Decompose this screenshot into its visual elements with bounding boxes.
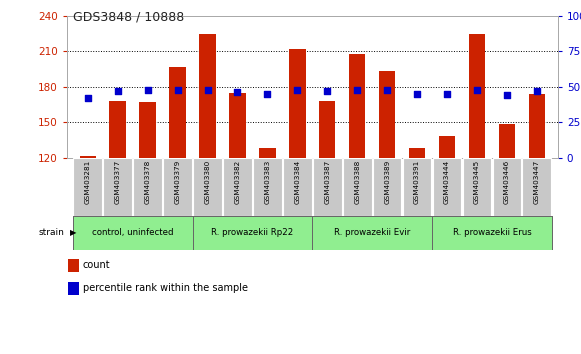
Bar [109, 101, 126, 158]
Bar [193, 158, 222, 216]
Point [413, 91, 422, 97]
Text: control, uninfected: control, uninfected [92, 228, 173, 237]
Text: GSM403384: GSM403384 [295, 159, 300, 204]
Point [353, 87, 362, 92]
Point [83, 95, 92, 101]
Text: GSM403445: GSM403445 [474, 159, 480, 204]
Text: GSM403281: GSM403281 [85, 159, 91, 204]
Bar [529, 94, 545, 158]
Bar [253, 158, 282, 216]
Bar [283, 158, 311, 216]
Point [532, 88, 541, 94]
Bar [80, 156, 96, 158]
Bar [462, 158, 492, 216]
Text: GSM403391: GSM403391 [414, 159, 420, 204]
Bar [343, 158, 372, 216]
Bar [73, 216, 192, 250]
Point [173, 87, 182, 92]
Point [502, 92, 511, 98]
Bar [439, 136, 456, 158]
Bar [349, 54, 365, 158]
Point [442, 91, 451, 97]
Bar [493, 158, 521, 216]
Bar [259, 148, 275, 158]
Point [203, 87, 212, 92]
Text: GSM403444: GSM403444 [444, 159, 450, 204]
Bar [379, 72, 395, 158]
Bar [229, 93, 246, 158]
Bar [133, 158, 162, 216]
Point [472, 87, 482, 92]
Bar [139, 102, 156, 158]
Text: GSM403389: GSM403389 [384, 159, 390, 204]
Text: GSM403382: GSM403382 [235, 159, 241, 204]
Text: percentile rank within the sample: percentile rank within the sample [83, 283, 248, 293]
Bar [313, 216, 432, 250]
Text: GSM403379: GSM403379 [174, 159, 181, 204]
Bar [469, 34, 485, 158]
Bar [103, 158, 132, 216]
Bar [192, 216, 313, 250]
Bar [169, 67, 186, 158]
Bar [432, 216, 552, 250]
Bar [68, 259, 78, 272]
Text: ▶: ▶ [70, 228, 76, 237]
Text: GSM403383: GSM403383 [264, 159, 270, 204]
Point [143, 87, 152, 92]
Point [322, 88, 332, 94]
Text: GDS3848 / 10888: GDS3848 / 10888 [73, 11, 184, 24]
Bar [289, 49, 306, 158]
Point [293, 87, 302, 92]
Point [263, 91, 272, 97]
Bar [409, 148, 425, 158]
Bar [522, 158, 551, 216]
Text: count: count [83, 260, 110, 270]
Text: R. prowazekii Erus: R. prowazekii Erus [453, 228, 531, 237]
Bar [319, 101, 335, 158]
Text: GSM403446: GSM403446 [504, 159, 510, 204]
Text: GSM403377: GSM403377 [114, 159, 121, 204]
Text: GSM403447: GSM403447 [534, 159, 540, 204]
Text: GSM403387: GSM403387 [324, 159, 330, 204]
Point [113, 88, 123, 94]
Text: R. prowazekii Evir: R. prowazekii Evir [334, 228, 410, 237]
Bar [373, 158, 401, 216]
Bar [403, 158, 432, 216]
Text: R. prowazekii Rp22: R. prowazekii Rp22 [211, 228, 293, 237]
Bar [163, 158, 192, 216]
Text: strain: strain [38, 228, 64, 237]
Bar [73, 158, 102, 216]
Bar [433, 158, 461, 216]
Bar [223, 158, 252, 216]
Point [233, 90, 242, 95]
Text: GSM403378: GSM403378 [145, 159, 150, 204]
Point [382, 87, 392, 92]
Bar [68, 282, 78, 295]
Bar [199, 34, 216, 158]
Bar [313, 158, 342, 216]
Bar [498, 125, 515, 158]
Text: GSM403380: GSM403380 [205, 159, 210, 204]
Text: GSM403388: GSM403388 [354, 159, 360, 204]
